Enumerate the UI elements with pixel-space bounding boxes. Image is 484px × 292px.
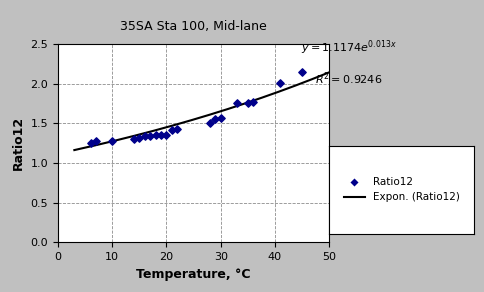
Point <box>249 100 257 104</box>
X-axis label: Temperature, °C: Temperature, °C <box>136 268 251 281</box>
Text: 35SA Sta 100, Mid-lane: 35SA Sta 100, Mid-lane <box>120 20 267 34</box>
Point <box>217 115 225 120</box>
Point <box>152 133 160 138</box>
Text: $y = 1.1174e^{0.013x}$: $y = 1.1174e^{0.013x}$ <box>301 38 396 57</box>
Point <box>130 137 138 141</box>
Point <box>146 134 154 138</box>
Text: $R^2 = 0.9246$: $R^2 = 0.9246$ <box>315 70 382 87</box>
Point <box>168 127 176 132</box>
Point <box>108 138 116 143</box>
Legend: Ratio12, Expon. (Ratio12): Ratio12, Expon. (Ratio12) <box>340 173 464 206</box>
Point <box>163 133 170 138</box>
Point <box>206 121 214 126</box>
Point <box>298 69 306 74</box>
Point <box>276 80 284 85</box>
Point <box>141 134 149 138</box>
Point <box>244 101 252 106</box>
Point <box>92 138 100 143</box>
Point <box>173 126 181 131</box>
Point <box>212 117 219 121</box>
Point <box>233 101 241 106</box>
Point <box>157 133 165 138</box>
Point <box>87 141 94 145</box>
Y-axis label: Ratio12: Ratio12 <box>12 116 25 170</box>
Point <box>136 135 143 140</box>
